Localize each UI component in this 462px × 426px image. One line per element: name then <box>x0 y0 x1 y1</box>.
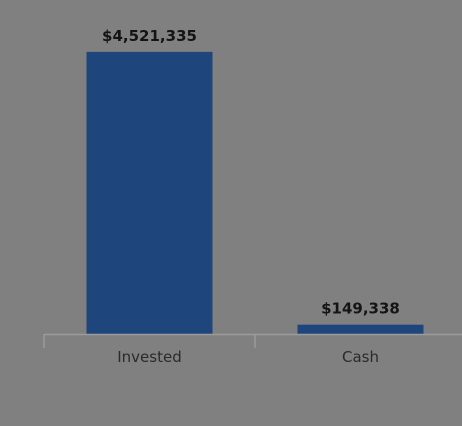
value-label-invested: $4,521,335 <box>102 27 197 45</box>
x-axis <box>43 333 462 348</box>
bar-cash[interactable] <box>297 324 424 334</box>
bar-invested[interactable] <box>86 51 213 335</box>
x-tick-labels-group: Invested Cash <box>117 348 379 366</box>
x-tick-label-invested: Invested <box>117 348 181 366</box>
value-label-cash: $149,338 <box>321 300 400 318</box>
x-tick-label-cash: Cash <box>342 348 379 366</box>
bars-group <box>86 51 424 335</box>
value-labels-group: $4,521,335 $149,338 <box>102 27 400 318</box>
